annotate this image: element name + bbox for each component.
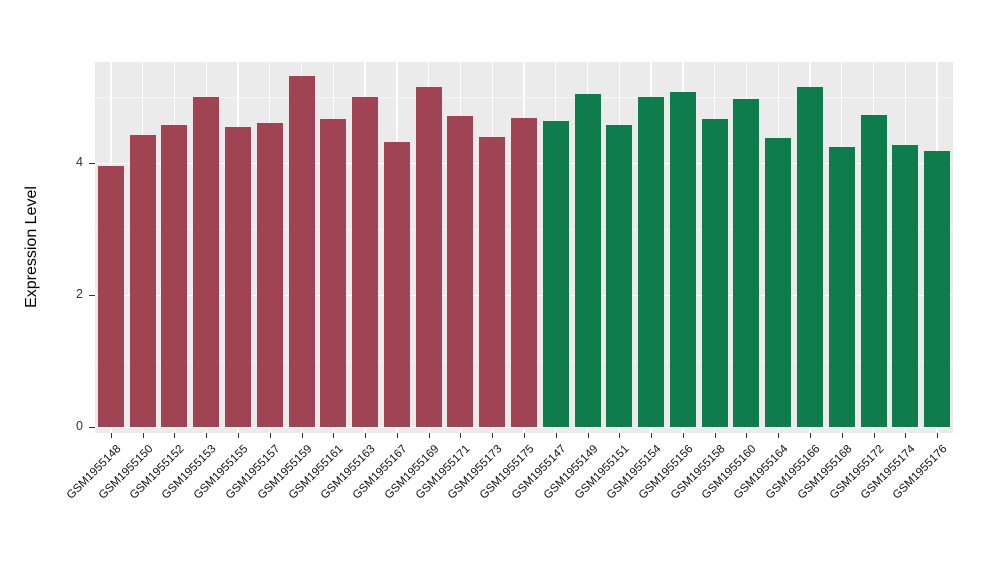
- bar-GSM1955172: [860, 114, 887, 427]
- x-tick-mark: [714, 433, 716, 438]
- y-tick-label: 0: [76, 419, 83, 433]
- x-tick-mark: [428, 433, 430, 438]
- bar-GSM1955168: [828, 146, 855, 427]
- bar-GSM1955151: [606, 125, 633, 427]
- bar-GSM1955155: [225, 126, 251, 427]
- x-tick-mark: [587, 433, 589, 438]
- x-tick-mark: [873, 433, 875, 438]
- y-axis-title: Expression Level: [23, 186, 40, 308]
- x-tick-mark: [619, 433, 621, 438]
- plot-panel: [95, 62, 953, 433]
- x-tick-mark: [841, 433, 843, 438]
- x-tick-mark: [142, 433, 144, 438]
- bar-GSM1955174: [892, 144, 919, 427]
- bar-GSM1955171: [447, 115, 474, 427]
- bar-GSM1955149: [574, 93, 601, 427]
- x-tick-mark: [333, 433, 335, 438]
- x-tick-mark: [778, 433, 780, 438]
- bar-GSM1955157: [256, 123, 283, 427]
- x-tick-mark: [682, 433, 684, 438]
- bar-GSM1955153: [193, 97, 220, 427]
- y-tick-mark: [89, 295, 95, 296]
- x-tick-mark: [746, 433, 748, 438]
- x-tick-mark: [110, 433, 112, 438]
- bar-GSM1955173: [479, 136, 506, 427]
- bar-GSM1955156: [669, 91, 696, 427]
- bar-GSM1955154: [638, 97, 665, 427]
- x-tick-mark: [301, 433, 303, 438]
- x-tick-mark: [269, 433, 271, 438]
- x-tick-mark: [492, 433, 494, 438]
- x-tick-mark: [460, 433, 462, 438]
- x-tick-mark: [651, 433, 653, 438]
- bar-GSM1955152: [161, 124, 188, 427]
- x-tick-mark: [937, 433, 939, 438]
- bar-GSM1955158: [701, 119, 728, 427]
- bar-GSM1955159: [288, 75, 315, 427]
- y-tick-mark: [89, 163, 95, 164]
- bar-GSM1955163: [352, 97, 379, 427]
- bar-GSM1955167: [383, 141, 410, 427]
- x-tick-mark: [524, 433, 525, 438]
- bar-GSM1955160: [733, 99, 760, 427]
- bar-GSM1955166: [797, 87, 823, 427]
- x-tick-mark: [396, 433, 398, 438]
- y-tick-mark: [89, 427, 95, 428]
- x-tick-mark: [810, 433, 811, 438]
- y-tick-label: 4: [76, 155, 83, 169]
- x-tick-mark: [206, 433, 208, 438]
- bar-GSM1955175: [511, 118, 537, 427]
- x-tick-mark: [555, 433, 557, 438]
- bar-GSM1955164: [765, 137, 792, 427]
- x-tick-mark: [174, 433, 176, 438]
- bar-GSM1955169: [415, 87, 442, 427]
- bar-GSM1955150: [129, 135, 156, 427]
- y-tick-label: 2: [76, 287, 83, 301]
- x-tick-mark: [365, 433, 367, 438]
- x-tick-mark: [905, 433, 907, 438]
- bar-GSM1955147: [542, 121, 569, 427]
- bar-GSM1955161: [320, 118, 347, 427]
- bar-GSM1955176: [924, 151, 951, 427]
- bar-GSM1955148: [97, 166, 124, 427]
- x-tick-mark: [238, 433, 239, 438]
